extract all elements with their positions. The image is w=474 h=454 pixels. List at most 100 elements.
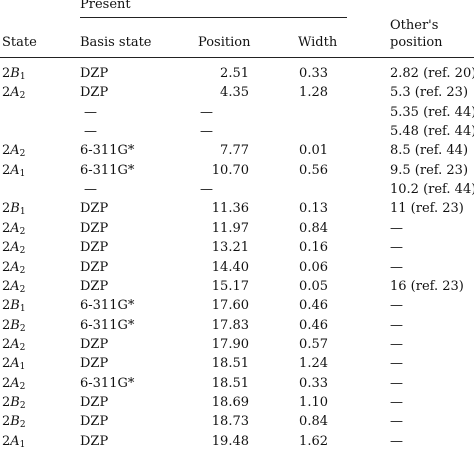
- width-cell: 1.28: [299, 85, 328, 101]
- width-cell: 0.13: [299, 201, 328, 217]
- state-multiplicity: 2: [2, 414, 11, 430]
- basis-cell: —: [84, 124, 97, 140]
- state-symmetry: A: [10, 375, 20, 391]
- state-subscript: 2: [19, 226, 26, 237]
- others-position-cell: —: [390, 240, 403, 256]
- basis-cell: 6-311G*: [80, 298, 135, 314]
- width-cell: 0.33: [299, 375, 328, 391]
- position-cell: 18.51: [211, 375, 249, 391]
- state-cell: 2B1: [2, 65, 26, 86]
- state-multiplicity: 2: [2, 278, 11, 294]
- state-symmetry: B: [10, 66, 20, 81]
- position-cell: 2.51: [220, 66, 249, 81]
- basis-cell: DZP: [80, 433, 109, 449]
- state-multiplicity: 2: [2, 317, 11, 333]
- header-bottom-rule: [0, 57, 474, 58]
- basis-cell: DZP: [80, 394, 109, 410]
- state-subscript: 2: [19, 149, 26, 160]
- state-subscript: 1: [19, 362, 26, 373]
- state-symmetry: B: [10, 298, 20, 314]
- position-cell: 17.60: [211, 298, 249, 314]
- state-multiplicity: 2: [2, 240, 11, 256]
- state-symmetry: A: [10, 356, 20, 372]
- state-cell: 2B2: [2, 317, 26, 338]
- state-subscript: 2: [19, 91, 26, 102]
- position-cell: 11.97: [211, 220, 249, 236]
- others-position-cell: —: [390, 336, 403, 352]
- state-subscript: 2: [19, 400, 26, 411]
- state-cell: 2B1: [2, 297, 26, 318]
- position-cell: 15.17: [211, 278, 249, 294]
- width-cell: 0.46: [299, 317, 328, 333]
- basis-cell: DZP: [80, 259, 109, 275]
- state-multiplicity: 2: [2, 143, 11, 159]
- others-position-cell: —: [390, 433, 403, 449]
- present-group-rule: [80, 17, 347, 18]
- state-subscript: 2: [19, 381, 26, 392]
- state-multiplicity: 2: [2, 356, 11, 372]
- basis-cell: DZP: [80, 336, 109, 352]
- position-cell: 11.36: [211, 201, 249, 217]
- position-cell: 18.51: [211, 356, 249, 372]
- position-cell: 18.73: [211, 414, 249, 430]
- width-cell: 0.84: [299, 414, 328, 430]
- basis-cell: —: [84, 182, 97, 198]
- others-position-cell: —: [390, 259, 403, 275]
- position-cell: 18.69: [211, 394, 249, 410]
- others-position-cell: 8.5 (ref. 44): [390, 143, 469, 159]
- others-column-header-line1: Other's: [390, 18, 439, 33]
- width-cell: 0.33: [299, 66, 328, 81]
- state-symmetry: B: [10, 317, 20, 333]
- others-position-cell: 5.48 (ref. 44): [390, 124, 474, 140]
- state-subscript: 1: [19, 168, 26, 179]
- state-symmetry: A: [10, 259, 20, 275]
- width-cell: 0.01: [299, 143, 328, 159]
- basis-cell: DZP: [80, 356, 109, 372]
- others-position-cell: —: [390, 375, 403, 391]
- state-column-header: State: [2, 35, 37, 50]
- width-cell: 0.56: [299, 162, 328, 178]
- others-column-header-line2: position: [390, 35, 443, 50]
- state-cell: 2A2: [2, 336, 25, 357]
- width-cell: 0.46: [299, 298, 328, 314]
- basis-cell: —: [84, 104, 97, 120]
- state-cell: 2A1: [2, 162, 25, 183]
- state-cell: 2A2: [2, 239, 25, 260]
- others-position-cell: —: [390, 394, 403, 410]
- width-column-header: Width: [298, 35, 338, 50]
- state-multiplicity: 2: [2, 201, 11, 217]
- state-cell: 2B2: [2, 394, 26, 415]
- width-cell: 0.06: [299, 259, 328, 275]
- others-position-cell: —: [390, 356, 403, 372]
- position-cell: 17.90: [211, 336, 249, 352]
- state-symmetry: A: [10, 240, 20, 256]
- state-multiplicity: 2: [2, 298, 11, 314]
- others-position-cell: —: [390, 298, 403, 314]
- state-symmetry: A: [10, 220, 20, 236]
- state-symmetry: A: [10, 143, 20, 159]
- others-position-cell: 10.2 (ref. 44): [390, 182, 474, 198]
- position-cell: 17.83: [211, 317, 249, 333]
- state-multiplicity: 2: [2, 259, 11, 275]
- basis-cell: DZP: [80, 220, 109, 236]
- state-symmetry: A: [10, 278, 20, 294]
- position-cell: 7.77: [220, 143, 249, 159]
- position-column-header: Position: [198, 35, 251, 50]
- state-subscript: 2: [19, 265, 26, 276]
- state-cell: 2A2: [2, 84, 25, 105]
- state-subscript: 1: [19, 72, 26, 82]
- state-cell: 2A1: [2, 433, 25, 454]
- position-cell: 13.21: [211, 240, 249, 256]
- state-multiplicity: 2: [2, 220, 11, 236]
- state-cell: 2A2: [2, 259, 25, 280]
- state-symmetry: B: [10, 394, 20, 410]
- basis-cell: 6-311G*: [80, 375, 135, 391]
- state-multiplicity: 2: [2, 394, 11, 410]
- others-position-cell: 9.5 (ref. 23): [390, 162, 469, 178]
- state-cell: 2A2: [2, 142, 25, 163]
- state-cell: 2B2: [2, 413, 26, 434]
- width-cell: 0.57: [299, 336, 328, 352]
- others-position-cell: —: [390, 220, 403, 236]
- state-symmetry: A: [10, 162, 20, 178]
- position-cell: 14.40: [211, 259, 249, 275]
